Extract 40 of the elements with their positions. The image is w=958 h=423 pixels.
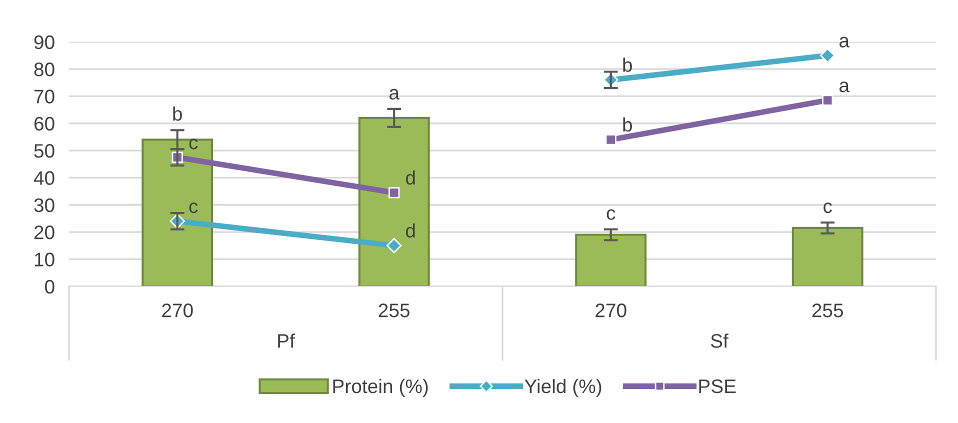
text: Pf bbox=[278, 334, 295, 348]
y-tick-label: 30 bbox=[34, 198, 54, 212]
data-label: a bbox=[840, 82, 850, 92]
bar bbox=[575, 234, 647, 286]
data-label: b bbox=[173, 106, 182, 121]
data-label: c bbox=[189, 138, 198, 150]
text: Sf bbox=[710, 334, 728, 348]
x-tick-label: 270 bbox=[162, 304, 193, 318]
x-tick-label: 255 bbox=[378, 304, 410, 318]
point bbox=[605, 134, 616, 146]
data-label: c bbox=[606, 209, 616, 220]
x-tick-label: 270 bbox=[596, 304, 626, 318]
legend-label: Protein (%) bbox=[333, 378, 428, 398]
legend-label: Yield (%) bbox=[524, 378, 602, 398]
legend-label: PSE bbox=[699, 379, 736, 394]
data-label: d bbox=[406, 223, 415, 238]
y-tick-label: 70 bbox=[34, 90, 54, 104]
data-label: a bbox=[840, 36, 850, 48]
data-label: a bbox=[390, 88, 400, 100]
y-tick-label: 50 bbox=[34, 144, 54, 158]
data-label: b bbox=[623, 117, 632, 132]
y-tick-label: 60 bbox=[34, 116, 54, 131]
bar bbox=[358, 116, 430, 286]
point bbox=[386, 238, 402, 254]
bar bbox=[792, 226, 864, 286]
data-label: c bbox=[824, 202, 832, 214]
data-label: c bbox=[189, 202, 198, 214]
point bbox=[822, 94, 834, 106]
y-tick-label: 10 bbox=[34, 252, 54, 266]
y-tick-label: 0 bbox=[45, 280, 54, 294]
x-tick-label: 255 bbox=[812, 304, 843, 318]
point bbox=[388, 187, 400, 198]
y-tick-label: 40 bbox=[34, 171, 54, 185]
y-tick-label: 20 bbox=[34, 226, 54, 240]
data-label: b bbox=[623, 58, 632, 72]
bar bbox=[142, 138, 214, 286]
point bbox=[820, 48, 836, 64]
y-tick-label: 90 bbox=[34, 35, 54, 50]
y-tick-label: 80 bbox=[34, 62, 54, 76]
data-label: d bbox=[406, 170, 415, 185]
